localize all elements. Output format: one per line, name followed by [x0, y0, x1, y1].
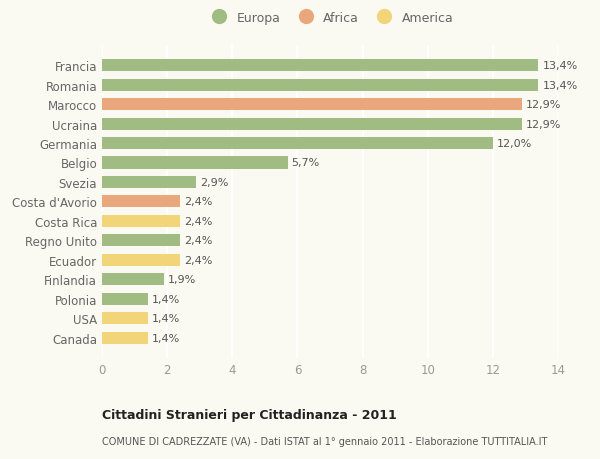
Text: 5,7%: 5,7%	[292, 158, 320, 168]
Text: 2,4%: 2,4%	[184, 236, 212, 246]
Text: Cittadini Stranieri per Cittadinanza - 2011: Cittadini Stranieri per Cittadinanza - 2…	[102, 409, 397, 421]
Text: 2,4%: 2,4%	[184, 255, 212, 265]
Bar	[102, 332, 148, 344]
Bar	[102, 274, 164, 285]
Text: 12,9%: 12,9%	[526, 100, 562, 110]
Text: 1,4%: 1,4%	[152, 333, 180, 343]
Bar	[102, 215, 180, 227]
Text: 1,4%: 1,4%	[152, 313, 180, 324]
Text: 12,0%: 12,0%	[497, 139, 532, 149]
Text: 1,9%: 1,9%	[168, 274, 196, 285]
Bar	[102, 177, 196, 189]
Bar	[102, 254, 180, 266]
Text: 2,9%: 2,9%	[200, 178, 229, 188]
Text: 2,4%: 2,4%	[184, 197, 212, 207]
Text: 13,4%: 13,4%	[542, 80, 578, 90]
Bar	[102, 157, 287, 169]
Text: COMUNE DI CADREZZATE (VA) - Dati ISTAT al 1° gennaio 2011 - Elaborazione TUTTITA: COMUNE DI CADREZZATE (VA) - Dati ISTAT a…	[102, 436, 547, 446]
Text: 12,9%: 12,9%	[526, 119, 562, 129]
Bar	[102, 99, 522, 111]
Bar	[102, 118, 522, 130]
Bar	[102, 313, 148, 325]
Legend: Europa, Africa, America: Europa, Africa, America	[207, 11, 453, 24]
Bar	[102, 196, 180, 208]
Text: 2,4%: 2,4%	[184, 216, 212, 226]
Bar	[102, 138, 493, 150]
Text: 1,4%: 1,4%	[152, 294, 180, 304]
Bar	[102, 293, 148, 305]
Bar	[102, 79, 538, 91]
Text: 13,4%: 13,4%	[542, 61, 578, 71]
Bar	[102, 235, 180, 247]
Bar	[102, 60, 538, 72]
